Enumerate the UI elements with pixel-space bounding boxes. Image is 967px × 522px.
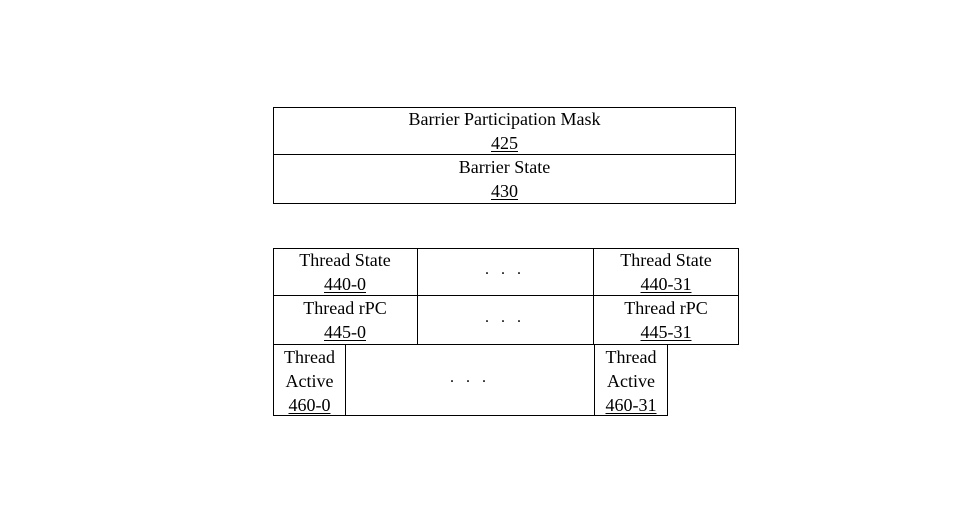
thread-active-0-box [273, 344, 346, 416]
thread-active-31-label-line1: Thread [605, 347, 657, 367]
thread-rpc-0-label: Thread rPC [303, 298, 387, 318]
barrier-state: Barrier State 430 [273, 155, 736, 203]
thread-active-0: Thread Active 460-0 [273, 345, 346, 416]
thread-state-0-ref: 440-0 [324, 274, 366, 294]
thread-rpc-ellipsis: . . . [485, 309, 525, 326]
thread-active-0-label-line1: Thread [284, 347, 335, 367]
thread-active-ellipsis: . . . [450, 369, 490, 386]
barrier-participation-mask-ref: 425 [491, 133, 518, 153]
thread-rpc-0: Thread rPC 445-0 [273, 296, 417, 344]
thread-rpc-0-ref: 445-0 [324, 322, 366, 342]
thread-state-ellipsis: . . . [485, 261, 525, 278]
thread-active-31-label-line2: Active [607, 371, 655, 391]
thread-rpc-31: Thread rPC 445-31 [593, 296, 739, 344]
thread-state-0-label: Thread State [299, 250, 391, 270]
barrier-divider [273, 154, 736, 155]
thread-state-rpc-table [273, 248, 739, 345]
thread-row-divider [273, 295, 739, 296]
thread-state-31-label: Thread State [620, 250, 712, 270]
thread-active-0-ref: 460-0 [288, 395, 331, 415]
thread-active-31-ref: 460-31 [605, 395, 657, 415]
thread-active-0-label-line2: Active [285, 371, 334, 391]
thread-col-divider-right [593, 248, 594, 345]
thread-active-row [273, 344, 595, 416]
thread-col-divider-left [417, 248, 418, 345]
barrier-state-ref: 430 [491, 181, 518, 201]
thread-rpc-31-ref: 445-31 [640, 322, 692, 342]
thread-active-31: Thread Active 460-31 [594, 345, 668, 416]
thread-rpc-31-label: Thread rPC [624, 298, 708, 318]
thread-active-31-box [594, 344, 668, 416]
barrier-block [273, 107, 736, 204]
thread-state-31: Thread State 440-31 [593, 248, 739, 296]
barrier-participation-mask: Barrier Participation Mask 425 [273, 107, 736, 155]
thread-state-31-ref: 440-31 [640, 274, 692, 294]
barrier-participation-mask-label: Barrier Participation Mask [408, 109, 601, 129]
thread-state-0: Thread State 440-0 [273, 248, 417, 296]
barrier-state-label: Barrier State [458, 157, 551, 177]
